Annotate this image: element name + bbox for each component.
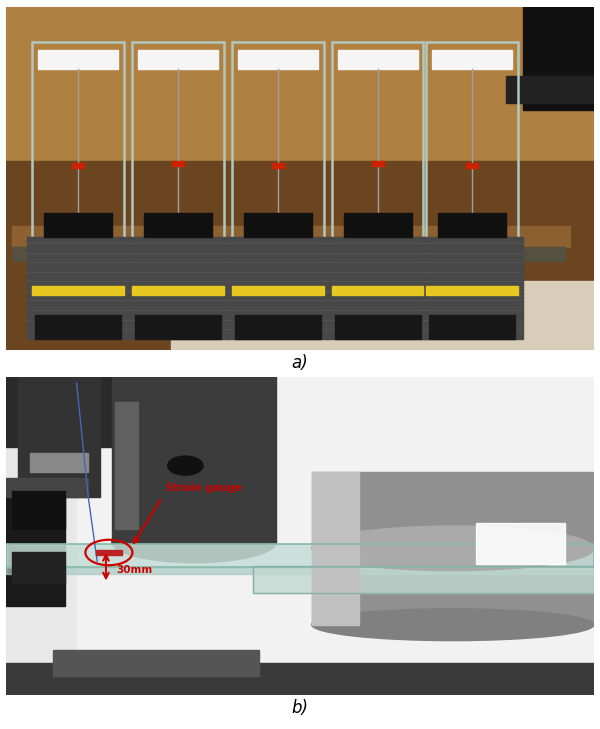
Bar	[238, 50, 317, 69]
Bar	[6, 544, 594, 567]
Bar	[372, 161, 384, 166]
Bar	[232, 286, 323, 295]
Bar	[438, 213, 506, 237]
Bar	[44, 213, 112, 237]
Bar	[272, 163, 284, 168]
Bar	[38, 50, 118, 69]
Ellipse shape	[312, 526, 594, 571]
Bar	[170, 281, 594, 350]
Bar	[6, 663, 594, 695]
Text: Strain gauge: Strain gauge	[166, 483, 242, 493]
Bar	[430, 316, 515, 339]
Bar	[332, 42, 424, 247]
Bar	[77, 377, 594, 695]
Bar	[144, 213, 212, 237]
Bar	[29, 453, 88, 472]
Bar	[6, 544, 594, 567]
Bar	[72, 163, 84, 168]
Bar	[312, 472, 359, 625]
Bar	[112, 377, 277, 542]
Bar	[53, 650, 259, 676]
Bar	[12, 247, 565, 260]
Bar	[133, 286, 224, 295]
Text: a): a)	[292, 354, 308, 372]
Bar	[6, 567, 594, 574]
Bar	[421, 237, 523, 339]
Bar	[227, 237, 329, 339]
Bar	[344, 213, 412, 237]
Bar	[12, 491, 65, 529]
Bar	[332, 286, 424, 295]
Bar	[26, 237, 130, 339]
Bar	[115, 402, 139, 529]
Bar	[172, 161, 184, 166]
Bar	[6, 7, 594, 161]
Bar	[133, 42, 224, 247]
Bar	[466, 163, 478, 168]
Bar	[6, 485, 65, 606]
Bar	[427, 42, 518, 247]
Bar	[338, 50, 418, 69]
Bar	[139, 50, 218, 69]
Bar	[312, 472, 594, 625]
Bar	[6, 161, 594, 350]
Bar	[35, 316, 121, 339]
Bar	[244, 213, 312, 237]
Bar	[127, 237, 229, 339]
Text: 30mm: 30mm	[116, 565, 153, 575]
Ellipse shape	[312, 609, 594, 641]
Bar	[523, 7, 594, 110]
Bar	[335, 316, 421, 339]
Bar	[96, 550, 122, 555]
Bar	[432, 50, 512, 69]
Circle shape	[168, 456, 203, 475]
Bar	[506, 76, 594, 103]
Bar	[18, 377, 100, 497]
Bar	[32, 42, 124, 247]
Ellipse shape	[112, 521, 277, 563]
Bar	[6, 478, 88, 497]
Bar	[32, 286, 124, 295]
Bar	[253, 566, 594, 593]
Bar	[427, 286, 518, 295]
Bar	[12, 226, 571, 247]
Text: b): b)	[292, 699, 308, 717]
Bar	[235, 316, 320, 339]
Bar	[326, 237, 430, 339]
Bar	[476, 523, 565, 564]
Bar	[6, 377, 124, 447]
Bar	[136, 316, 221, 339]
Bar	[253, 566, 594, 593]
Bar	[12, 552, 65, 583]
Bar	[232, 42, 323, 247]
